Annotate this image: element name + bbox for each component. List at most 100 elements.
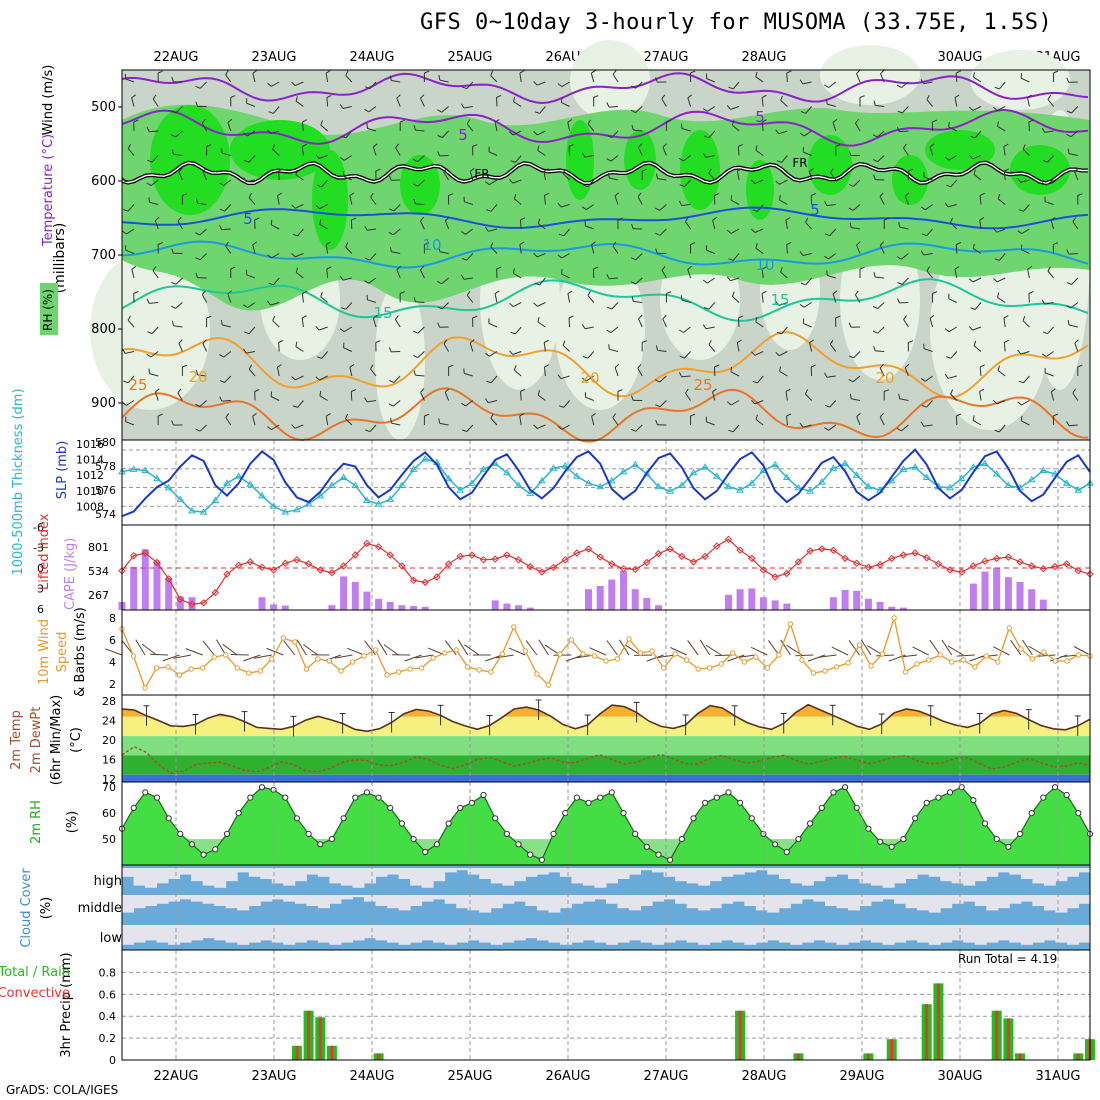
cloud-cell [145, 868, 157, 888]
wind-barb-flag [993, 228, 998, 233]
point-thickness [328, 481, 336, 488]
wind-barb-flag [642, 340, 647, 343]
wind-barb-flag [904, 363, 910, 368]
cloud-cell [375, 868, 388, 877]
point-2m-rh [573, 794, 580, 801]
cloud-cell [813, 895, 826, 902]
point-wind-speed [1029, 656, 1036, 662]
wind-barb [496, 97, 498, 107]
wind-barb-flag [997, 121, 999, 127]
wind10m-barb [347, 647, 365, 656]
wind-barb-flag [316, 356, 322, 359]
wind-barb-flag [295, 341, 298, 347]
wind-barb-flag [712, 388, 717, 393]
wind-barb-flag [146, 353, 152, 358]
wind-barb-flag [873, 174, 876, 180]
point-thickness [164, 483, 173, 491]
cloud-cell [398, 868, 411, 879]
wind-barb-flag [206, 315, 212, 319]
wind-barb [948, 298, 958, 303]
wind-barb-flag [761, 119, 767, 123]
point-wind-speed [695, 666, 701, 672]
bar-precip-convective [995, 1010, 999, 1060]
contour-freezing-level-inner [121, 161, 1088, 184]
rh-saturated-patch [150, 105, 230, 215]
cloud-cell [179, 868, 192, 875]
wind-barb [684, 179, 691, 187]
wind10m-barb [444, 640, 457, 656]
wind-barb [272, 149, 280, 156]
cloud-cell [329, 925, 342, 945]
wind10m-barb [860, 639, 872, 656]
wind-barb-flag [557, 374, 562, 380]
wind-barb [730, 199, 740, 205]
pressure-tick-label: 500 [91, 100, 116, 115]
wind-barb [923, 176, 933, 181]
date-label-top: 28AUG [741, 50, 786, 65]
point-lifted-index [957, 568, 966, 576]
wind-barb [955, 244, 958, 254]
point-2m-rh [235, 810, 242, 817]
cloud-cell [744, 895, 757, 906]
wind-barb-flag [225, 70, 229, 75]
cloud-cell [502, 868, 515, 886]
cloud-cell [294, 868, 307, 882]
cloud-cell [675, 895, 688, 904]
wind-barb-flag [341, 307, 347, 310]
cloud-cell [1078, 868, 1091, 873]
wind-barb-flag [1041, 353, 1047, 358]
wind-barb-flag [485, 352, 490, 357]
point-wind-speed [649, 648, 655, 654]
cloud-cell [1043, 895, 1056, 911]
wind-barb [877, 155, 885, 163]
wind10m-barb [1037, 654, 1056, 657]
wind-barb-flag [133, 119, 139, 123]
cloud-cell [202, 925, 215, 939]
wind-barb-flag [799, 303, 805, 308]
point-thickness [258, 491, 266, 499]
wind-barb [175, 277, 183, 285]
point-wind-speed [269, 656, 275, 662]
point-wind-speed [223, 652, 229, 658]
wind10m-barb [705, 644, 722, 656]
wind-barb-flag [460, 274, 465, 280]
wind-barb-flag [326, 266, 332, 270]
wind-barb [199, 424, 207, 432]
point-lifted-index [479, 556, 488, 564]
point-wind-speed [211, 654, 217, 660]
wind-barb [923, 253, 933, 256]
wind-barb-flag [1041, 127, 1046, 133]
bar-precip-convective [866, 1053, 870, 1060]
wind-barb [875, 276, 885, 279]
wind-barb-flag [898, 222, 901, 228]
cloud-cell [387, 895, 399, 909]
wind-barb [419, 269, 425, 279]
wind-barb-flag [413, 330, 419, 334]
wind-barb-flag [202, 339, 207, 344]
point-2m-rh [247, 794, 254, 801]
point-2m-rh [293, 815, 300, 822]
cloud-cell [997, 868, 1010, 873]
wind-barb [803, 151, 812, 156]
cloud-row-label: middle [78, 901, 122, 916]
wind-barb-flag [394, 315, 399, 320]
wind-barb [950, 393, 958, 401]
cloud-cell [191, 895, 204, 902]
wind-barb-flag [1017, 401, 1022, 406]
wind-barb-flag [786, 413, 792, 417]
wind-barb-flag [444, 388, 450, 393]
bar-cape [748, 588, 756, 610]
wind-barb-flag [751, 399, 756, 405]
wind-barb [562, 173, 570, 181]
cloud-cell [629, 868, 641, 875]
wind-barb [154, 220, 159, 230]
wind-barb-flag [811, 193, 816, 196]
point-wind-speed [176, 672, 183, 678]
cloud-cell [513, 895, 526, 902]
wind-barb-flag [291, 204, 296, 209]
wind-barb-flag [779, 366, 781, 372]
bar-cape [421, 606, 429, 610]
wind-barb-flag [396, 265, 401, 270]
cloud-cell [283, 868, 296, 886]
cloud-cell [663, 895, 676, 900]
